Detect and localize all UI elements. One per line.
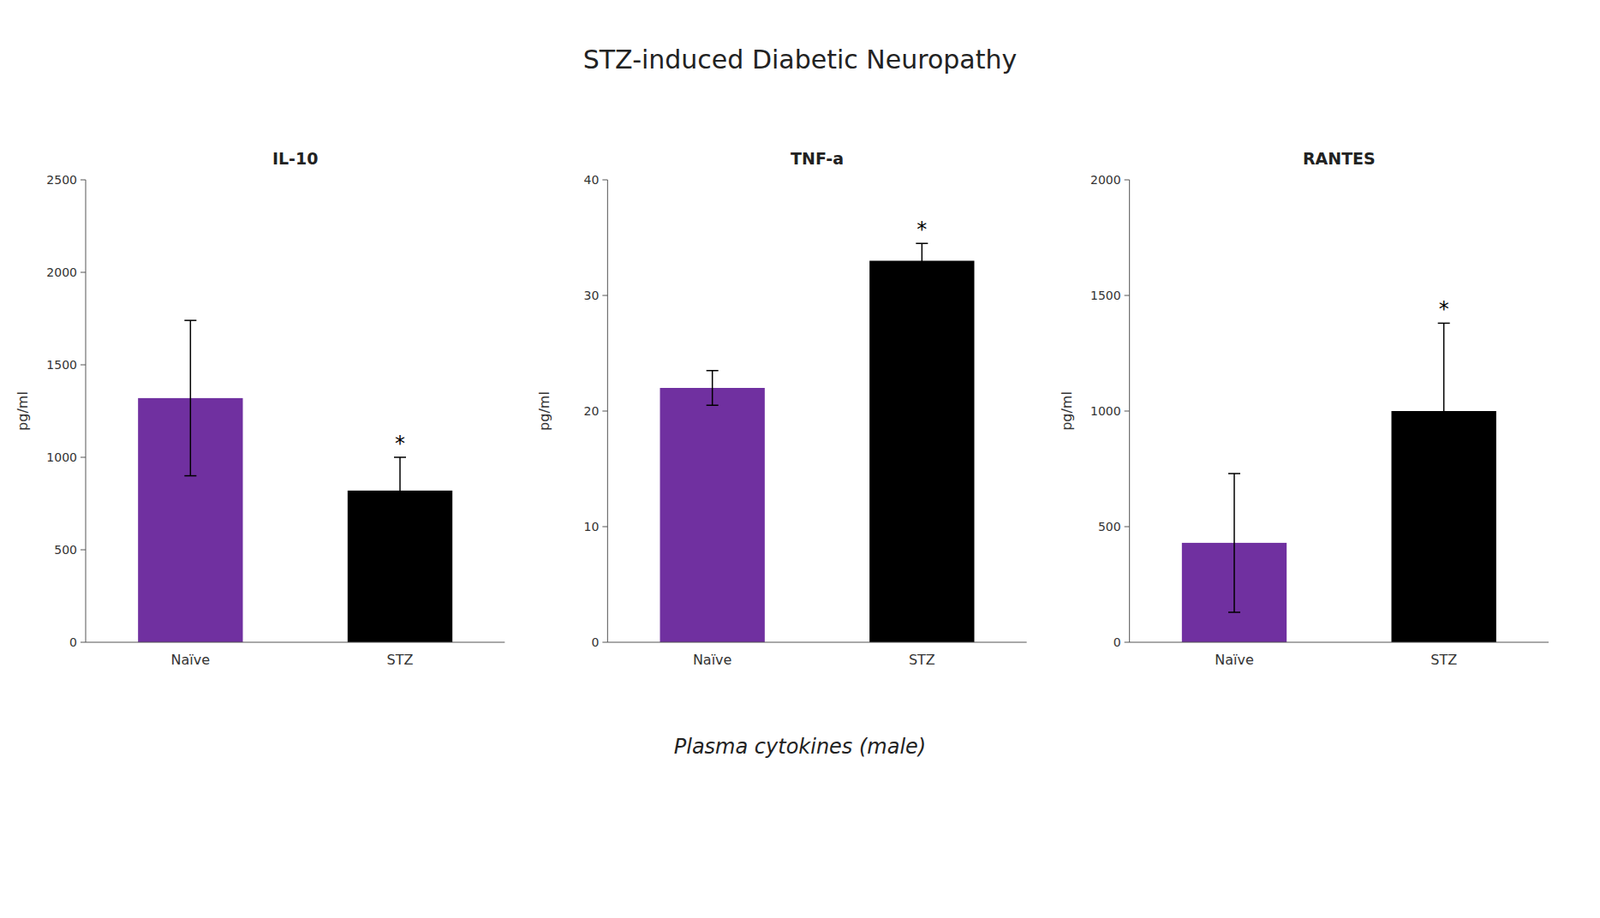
y-tick-label: 20 [584,404,600,418]
y-tick-label: 30 [584,288,600,303]
error-bar [184,320,197,476]
y-tick [1124,642,1130,644]
y-tick-label: 2000 [46,265,78,280]
error-bar [706,370,719,406]
error-bar-cap [184,319,197,322]
error-bar-cap [706,405,719,407]
chart-root: STZ-induced Diabetic Neuropathy Plasma cy… [0,0,1600,918]
error-bar-cap [394,523,406,526]
y-tick-label: 500 [53,543,78,557]
y-tick-label: 0 [69,635,78,650]
y-tick-label: 40 [584,173,600,187]
x-tick-label: STZ [1430,651,1457,669]
error-bar [1438,322,1451,499]
y-tick [80,272,86,274]
y-tick [602,526,608,528]
y-tick [602,295,608,297]
y-tick-label: 1500 [1090,288,1122,303]
panel-title: RANTES [1302,149,1376,168]
error-bar-cap [1438,498,1451,501]
error-bar [915,243,928,279]
y-tick-label: 0 [591,635,599,650]
figure-title: STZ-induced Diabetic Neuropathy [583,44,1018,75]
y-tick-label: 0 [1113,635,1122,650]
marks [137,320,453,643]
x-tick-label: Naïve [171,651,211,669]
panel: 0 500 1000 1500 2000 Naïve STZ * RANTES pg/ml [1058,149,1549,669]
error-bar-cap [706,370,719,372]
y-tick-label: 2500 [46,173,78,187]
panel-title: TNF-a [790,149,844,168]
error-bar-cap [184,475,197,478]
y-tick [80,364,86,366]
error-bar [394,457,406,525]
error-bar-cap [915,243,928,245]
bar [869,261,974,644]
annotation: * [394,431,406,456]
y-axis-label: pg/ml [1058,391,1075,431]
y-tick [1124,295,1130,297]
y-tick-label: 500 [1098,519,1122,534]
x-tick-label: Naïve [692,651,733,669]
annotation: * [916,217,927,242]
y-axis-line [607,179,609,643]
y-tick [80,642,86,644]
bar [660,388,765,643]
x-axis-line [607,642,1027,644]
y-axis-label: pg/ml [14,391,31,431]
y-tick [80,549,86,551]
error-bar-stem [1233,473,1236,613]
y-tick [80,179,86,181]
y-tick [602,411,608,412]
y-tick [80,457,86,459]
panel: 0 500 1000 1500 2000 2500 Naïve STZ * IL-10 pg/ml [14,149,505,669]
y-tick-label: 1000 [1090,404,1122,418]
x-tick-label: Naïve [1214,651,1254,669]
marks [660,243,975,643]
y-tick [1124,526,1130,528]
error-bar-cap [394,456,406,459]
panel-title: IL-10 [272,149,319,168]
y-tick-label: 1500 [46,358,78,372]
error-bar-cap [1228,472,1241,475]
y-tick-label: 2000 [1090,173,1122,187]
y-axis-label: pg/ml [536,391,553,431]
error-bar-cap [1228,611,1241,614]
error-bar-stem [921,243,924,279]
x-tick-label: STZ [908,651,936,669]
error-bar-stem [190,320,192,476]
error-bar-stem [1443,322,1445,499]
x-axis-line [1129,642,1549,644]
figure-subtitle: Plasma cytokines (male) [674,734,926,759]
error-bar-stem [711,370,714,406]
annotation: * [1438,297,1450,322]
y-tick [602,179,608,181]
panel: 0 10 20 30 40 Naïve STZ * TNF-a pg/ml [536,149,1027,669]
y-axis-line [85,179,87,643]
background [0,0,1600,918]
x-tick-label: STZ [387,651,414,669]
y-tick [602,642,608,644]
y-tick-label: 1000 [46,450,78,465]
error-bar-stem [399,457,401,525]
x-axis-line [85,642,505,644]
error-bar [1228,473,1241,613]
y-tick-label: 10 [584,519,600,534]
y-tick [1124,179,1130,181]
y-axis-line [1128,179,1130,643]
error-bar-cap [1438,322,1451,325]
y-tick [1124,411,1130,412]
marks [1182,322,1497,643]
error-bar-cap [915,277,928,280]
